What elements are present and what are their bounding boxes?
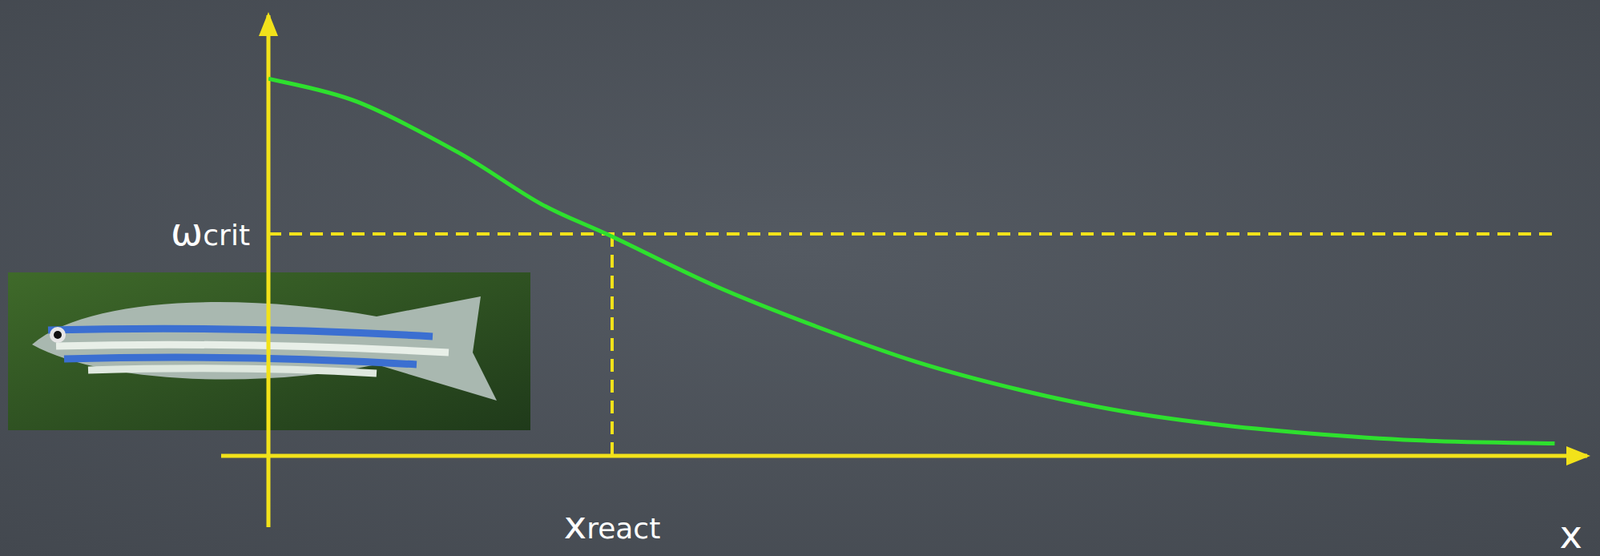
chart: ωcritxreactx xyxy=(0,0,1600,556)
crit-label-main: ω xyxy=(170,209,203,254)
x-axis-title: x xyxy=(1559,511,1583,556)
fish-stripe xyxy=(64,357,417,365)
axes xyxy=(221,12,1591,528)
y-arrow xyxy=(258,12,279,37)
plot-area xyxy=(268,78,1555,444)
react-label-sub: react xyxy=(586,511,661,545)
fish-stripe xyxy=(88,368,377,374)
fish-stripe xyxy=(56,344,449,353)
background xyxy=(0,0,1600,556)
crit-label-sub: crit xyxy=(202,218,250,252)
x-axis xyxy=(221,454,1588,459)
crit-label: ωcrit xyxy=(170,209,250,254)
y-axis xyxy=(266,15,271,528)
fish-body xyxy=(32,296,497,401)
x-arrow xyxy=(1566,446,1591,466)
fish-pupil xyxy=(53,330,62,339)
react-label: xreact xyxy=(564,502,661,548)
crit-line xyxy=(268,232,1552,236)
curve xyxy=(268,78,1555,444)
fish-eye xyxy=(49,326,66,343)
react-label-main: x xyxy=(564,502,587,548)
fish-stripe xyxy=(48,328,433,337)
react-line xyxy=(610,233,614,456)
